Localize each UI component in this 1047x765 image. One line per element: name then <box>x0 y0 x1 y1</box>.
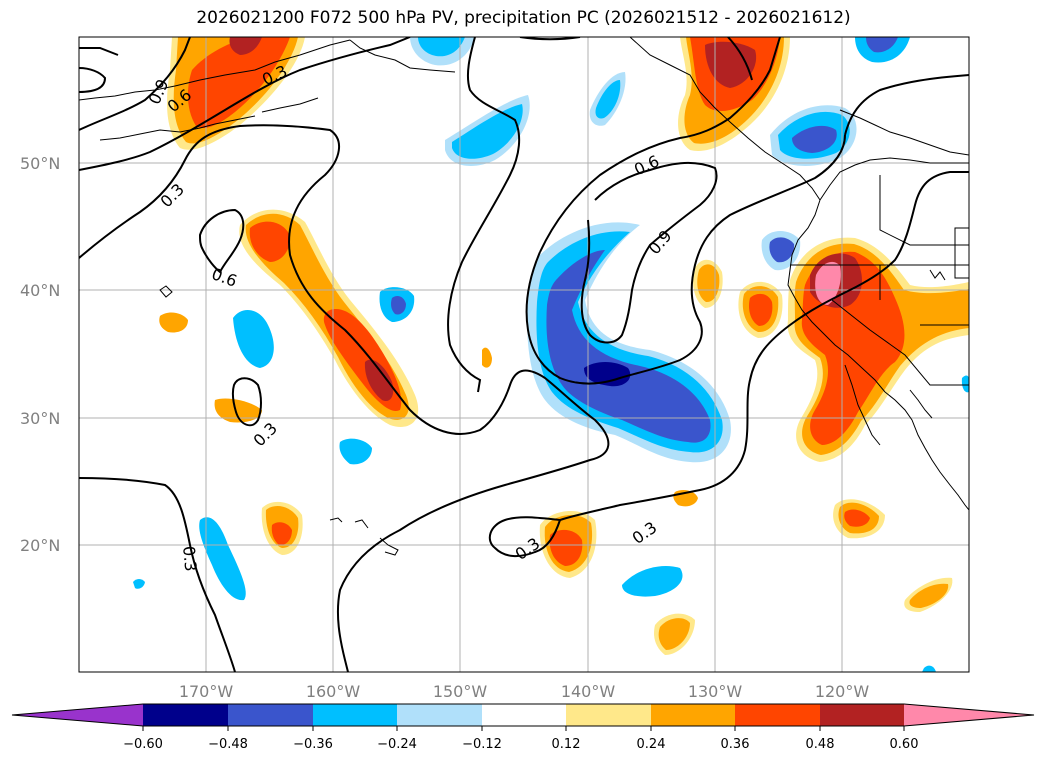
blue-anomaly-central-core <box>546 250 711 443</box>
colorbar-tick-label: 0.24 <box>637 737 666 752</box>
colorbar-bin <box>228 704 313 726</box>
lon-label-150w: 150°W <box>433 682 488 701</box>
coastlines <box>79 37 969 556</box>
orange-anomaly-coast1-mid <box>697 264 720 303</box>
contour-label: 0.6 <box>209 264 239 291</box>
orange-anomaly-hawaii-core <box>271 522 292 546</box>
contour-label: 0.3 <box>512 534 544 564</box>
orange-anomaly-tiny1 <box>482 347 492 368</box>
lat-label-40n: 40°N <box>20 281 60 300</box>
negative-precip-shading <box>133 37 969 672</box>
blue-anomaly-tiny <box>133 579 145 589</box>
colorbar-bin <box>482 704 566 726</box>
colorbar: −0.60 −0.48 −0.36 −0.24 −0.12 0.12 0.24 … <box>11 703 1035 752</box>
contour-labels: 0.9 0.6 0.3 0.3 0.6 0.3 0.6 0.9 0.3 0.3 … <box>145 61 676 572</box>
lat-label-20n: 20°N <box>20 536 60 555</box>
graticule <box>79 37 969 672</box>
colorbar-tick-label: 0.36 <box>721 737 750 752</box>
lon-label-140w: 140°W <box>561 682 616 701</box>
blue-anomaly-edge2 <box>922 665 936 672</box>
blue-anomaly-north1-core <box>452 104 523 159</box>
map-content: 0.9 0.6 0.3 0.3 0.6 0.3 0.6 0.9 0.3 0.3 … <box>79 37 969 672</box>
lat-axis: 50°N 40°N 30°N 20°N <box>20 154 60 555</box>
lon-axis: 170°W 160°W 150°W 140°W 130°W 120°W <box>179 682 870 701</box>
lon-label-130w: 130°W <box>688 682 743 701</box>
colorbar-over-arrow <box>904 704 1034 726</box>
colorbar-tick-label: 0.60 <box>890 737 919 752</box>
colorbar-bin <box>143 704 228 726</box>
blue-anomaly-topright-core <box>866 37 898 53</box>
map-frame <box>78 36 970 673</box>
blue-anomaly-west1 <box>233 309 274 368</box>
blue-anomaly-west2-core <box>391 296 406 315</box>
lon-label-160w: 160°W <box>306 682 361 701</box>
orange-anomaly-coast2-core <box>749 293 773 326</box>
colorbar-tick-label: 0.48 <box>806 737 835 752</box>
positive-precip-shading <box>159 37 969 655</box>
colorbar-bin <box>735 704 820 726</box>
blue-anomaly-sw <box>199 517 246 601</box>
orange-anomaly-central-south-core <box>549 529 583 566</box>
pv-contours <box>79 37 969 672</box>
blue-anomaly-north2-core <box>595 80 621 119</box>
orange-anomaly-mexico-mid <box>909 583 949 608</box>
colorbar-tick-label: −0.60 <box>123 737 163 752</box>
lon-label-170w: 170°W <box>179 682 234 701</box>
colorbar-tick-label: −0.24 <box>377 737 417 752</box>
blue-anomaly-coast-core <box>769 237 795 263</box>
blue-anomaly-central-peak <box>584 362 631 387</box>
blue-anomaly-edge1 <box>961 375 969 393</box>
orange-anomaly-south2-mid <box>658 618 690 650</box>
colorbar-under-arrow <box>12 704 143 726</box>
map-title: 2026021200 F072 500 hPa PV, precipitatio… <box>196 8 851 28</box>
blue-anomaly-bc-peak <box>792 125 837 153</box>
colorbar-ticks <box>142 726 905 731</box>
orange-anomaly-west-small2 <box>214 398 262 423</box>
blue-anomaly-top-core <box>418 37 465 57</box>
colorbar-tick-label: −0.12 <box>462 737 502 752</box>
colorbar-tick-label: −0.48 <box>208 737 248 752</box>
orange-anomaly-nw-core <box>187 37 290 129</box>
orange-anomaly-hawaii-east-core <box>844 509 870 527</box>
colorbar-bin <box>651 704 735 726</box>
orange-anomaly-band-peak <box>364 359 394 402</box>
contour-label: 0.3 <box>179 545 200 572</box>
contour-label: 0.3 <box>629 518 661 548</box>
contour-label: 0.3 <box>157 180 188 211</box>
contour-label: 0.9 <box>645 226 676 258</box>
lat-label-30n: 30°N <box>20 409 60 428</box>
orange-anomaly-alaska-peak <box>705 41 757 88</box>
colorbar-tick-label: −0.36 <box>293 737 333 752</box>
lat-label-50n: 50°N <box>20 154 60 173</box>
orange-anomaly-california-max <box>815 261 841 305</box>
colorbar-tick-label: 0.12 <box>552 737 581 752</box>
colorbar-bin <box>313 704 397 726</box>
colorbar-bin <box>820 704 904 726</box>
orange-anomaly-band-core <box>249 221 402 411</box>
blue-anomaly-south <box>622 565 683 597</box>
colorbar-bin <box>397 704 482 726</box>
orange-anomaly-west-small <box>159 312 188 333</box>
colorbar-bin <box>566 704 651 726</box>
orange-anomaly-nw-peak <box>229 37 262 55</box>
lon-label-120w: 120°W <box>815 682 870 701</box>
blue-anomaly-small1 <box>339 438 372 465</box>
